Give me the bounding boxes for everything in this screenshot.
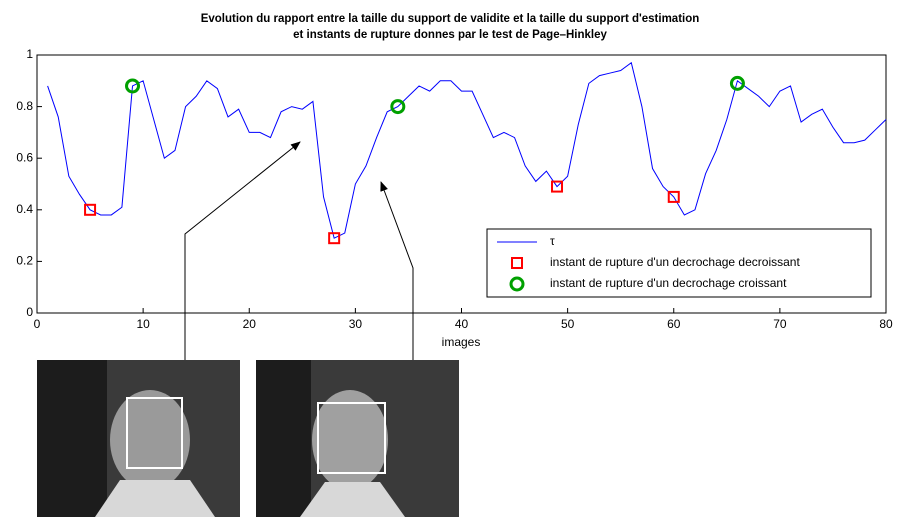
legend-label: instant de rupture d'un decrochage decro… xyxy=(550,255,800,269)
photo xyxy=(256,360,459,517)
chart-title: Evolution du rapport entre la taille du … xyxy=(201,13,700,25)
marker xyxy=(328,232,341,245)
x-tick-label: 10 xyxy=(136,317,150,331)
arrow xyxy=(184,141,301,360)
x-tick-label: 40 xyxy=(455,317,469,331)
legend-swatch xyxy=(509,276,525,292)
y-tick-label: 0.2 xyxy=(16,254,33,268)
x-tick-label: 70 xyxy=(773,317,787,331)
y-tick-label: 0.4 xyxy=(16,202,33,216)
legend-box xyxy=(486,228,872,298)
chart-title: et instants de rupture donnes par le tes… xyxy=(293,29,607,41)
legend-swatch xyxy=(511,257,523,269)
line xyxy=(47,61,887,239)
marker xyxy=(125,78,141,94)
x-tick-label: 80 xyxy=(879,317,893,331)
photo xyxy=(37,360,240,517)
x-tick-label: 20 xyxy=(243,317,257,331)
marker xyxy=(390,99,406,115)
marker xyxy=(667,190,680,203)
y-tick-label: 1 xyxy=(26,47,33,61)
y-tick-label: 0.8 xyxy=(16,99,33,113)
marker xyxy=(551,180,564,193)
legend-label: τ xyxy=(550,234,555,248)
x-tick-label: 0 xyxy=(34,317,41,331)
x-tick-label: 50 xyxy=(561,317,575,331)
x-tick-label: 60 xyxy=(667,317,681,331)
marker xyxy=(729,75,745,91)
arrow xyxy=(380,181,414,360)
x-tick-label: 30 xyxy=(349,317,363,331)
legend-label: instant de rupture d'un decrochage crois… xyxy=(550,276,787,290)
marker xyxy=(84,203,97,216)
x-axis-label: images xyxy=(442,335,481,349)
y-tick-label: 0 xyxy=(26,305,33,319)
y-tick-label: 0.6 xyxy=(16,150,33,164)
